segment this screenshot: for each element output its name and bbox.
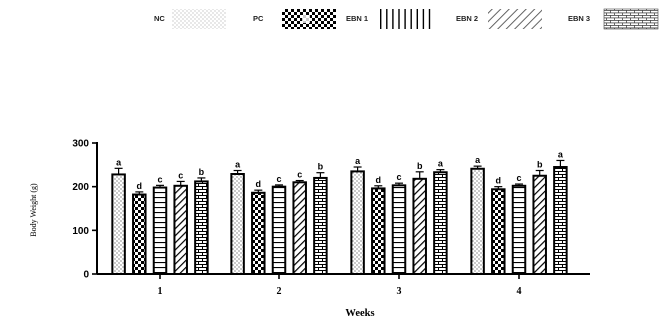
legend-label: NC <box>154 14 165 23</box>
significance-letter: a <box>116 157 122 167</box>
bar <box>173 184 188 275</box>
significance-letter: d <box>496 176 502 186</box>
y-axis-title: Body Weight (g) <box>29 183 38 237</box>
significance-letter: b <box>199 167 205 177</box>
legend-label: EBN 2 <box>456 14 478 23</box>
significance-letter: a <box>235 160 241 170</box>
legend-swatch <box>172 9 226 29</box>
significance-letter: c <box>157 174 162 184</box>
labels: a a a a d d d d c c c c c c b b b b a a <box>116 149 564 190</box>
bar <box>271 185 287 276</box>
significance-letter: c <box>396 172 401 182</box>
legend-item-ebn-1: EBN 1 <box>346 9 431 29</box>
bar <box>292 181 307 275</box>
y-tick-label: 0 <box>83 270 89 281</box>
significance-letter: d <box>376 175 382 185</box>
legend-item-ebn-3: EBN 3 <box>568 8 659 30</box>
significance-letter: a <box>475 155 481 165</box>
x-tick-label: 4 <box>517 286 522 297</box>
series-ebn-1 <box>152 182 527 276</box>
series-pc <box>132 185 506 276</box>
bar <box>391 184 407 276</box>
bar <box>194 180 209 275</box>
bar <box>132 193 147 276</box>
series-nc <box>111 165 485 275</box>
bar <box>532 174 547 275</box>
significance-letter: a <box>438 159 444 169</box>
bar <box>350 170 365 275</box>
axes: 0 100 200 300 1 2 3 4 Weeks Body Weight (g) <box>29 139 590 319</box>
bar <box>111 173 126 275</box>
bar <box>230 173 245 275</box>
legend-label: EBN 1 <box>346 14 368 23</box>
legend-swatch <box>380 9 431 29</box>
significance-letter: b <box>318 162 324 172</box>
significance-letter: d <box>256 179 262 189</box>
bar <box>371 187 386 275</box>
legend-label: EBN 3 <box>568 14 590 23</box>
significance-letter: d <box>137 181 143 191</box>
significance-letter: a <box>355 156 361 166</box>
y-tick-label: 200 <box>72 182 89 193</box>
legend-label: PC <box>253 14 264 23</box>
y-tick-label: 100 <box>72 226 89 237</box>
series-ebn-3 <box>194 159 568 275</box>
x-tick-label: 1 <box>158 286 163 297</box>
legend-item-pc: PC <box>253 9 336 29</box>
series-ebn-2 <box>173 169 547 276</box>
bar <box>470 167 485 275</box>
legend-swatch <box>488 9 542 29</box>
bar <box>251 191 266 275</box>
significance-letter: a <box>558 149 564 159</box>
x-tick-label: 2 <box>277 286 282 297</box>
legend: NC PC EBN 1 EBN 2 EBN 3 <box>154 8 659 30</box>
bar <box>152 186 168 275</box>
y-tick-label: 300 <box>72 139 89 150</box>
x-tick-label: 3 <box>397 286 402 297</box>
legend-swatch <box>603 8 659 30</box>
bar <box>511 184 527 275</box>
x-axis-title: Weeks <box>345 308 374 319</box>
bar <box>412 177 427 276</box>
significance-letter: c <box>178 170 183 180</box>
significance-letter: b <box>537 160 543 170</box>
legend-item-nc: NC <box>154 9 226 29</box>
bar <box>433 171 448 275</box>
bar <box>553 166 568 275</box>
significance-letter: b <box>417 161 423 171</box>
significance-letter: c <box>516 173 521 183</box>
significance-letter: c <box>276 174 281 184</box>
bars <box>111 159 568 276</box>
bar <box>313 176 328 275</box>
bar <box>491 188 506 275</box>
legend-item-ebn-2: EBN 2 <box>456 9 542 29</box>
significance-letter: c <box>297 170 302 180</box>
